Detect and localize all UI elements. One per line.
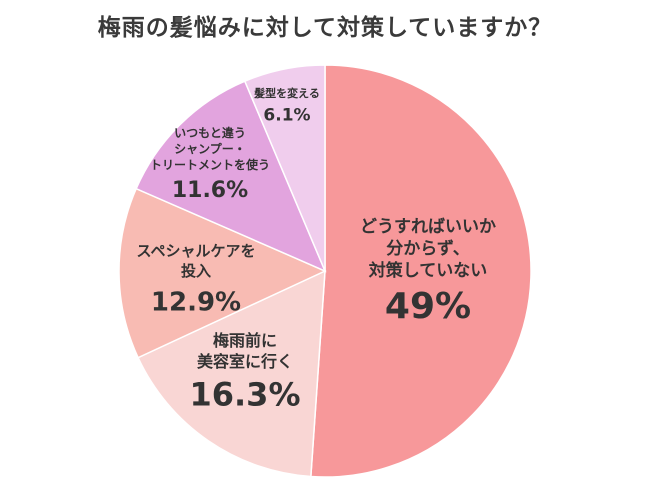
slice-label-4-line-0: 髪型を変える (253, 86, 320, 100)
pie-slice-0 (310, 64, 532, 478)
pie-slice-3 (135, 80, 327, 273)
pie-slice-1 (137, 269, 326, 478)
chart-title: 梅雨の髪悩みに対して対策していますか？ (97, 15, 553, 41)
slice-label-0-line-1: 分からず、 (386, 239, 469, 259)
slice-label-3-line-1: シャンプー・ (174, 141, 246, 156)
slice-label-1-line-0: 梅雨前に (213, 331, 277, 350)
slice-value-2: 12.9% (151, 287, 241, 317)
slice-label-1-line-1: 美容室に行く (197, 352, 293, 371)
pie-slice-4 (243, 64, 326, 272)
slice-value-0: 49% (385, 286, 471, 327)
slice-label-0-line-2: 対策していない (368, 260, 488, 281)
slice-label-2-line-0: スペシャルケアを (137, 242, 256, 260)
slice-value-1: 16.3% (189, 376, 300, 414)
slice-label-2-line-1: 投入 (181, 262, 211, 280)
slice-label-0-line-0: どうすればいいか (360, 217, 496, 237)
pie-slice-2 (118, 187, 327, 359)
slice-value-3: 11.6% (172, 178, 248, 203)
slice-value-4: 6.1% (263, 105, 310, 125)
slice-label-3-line-0: いつもと違う (174, 125, 246, 140)
slice-label-3-line-2: トリートメントを使う (150, 157, 270, 172)
